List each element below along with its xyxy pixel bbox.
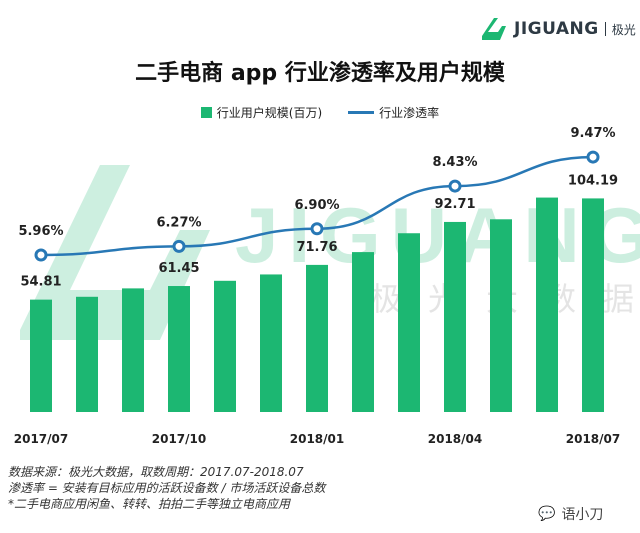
bar [582, 198, 604, 412]
wechat-author: 💬 语小刀 [538, 504, 603, 524]
author-name: 语小刀 [561, 507, 604, 523]
line-value-label: 5.96% [18, 224, 63, 239]
bar [306, 264, 328, 412]
legend-item-line: 行业渗透率 [348, 104, 439, 121]
x-tick-label: 2018/01 [290, 432, 344, 446]
line-point [172, 239, 186, 253]
line-point [586, 150, 600, 164]
line-value-label: 6.90% [294, 198, 339, 213]
bar [122, 288, 144, 412]
legend-item-bar: 行业用户规模(百万) [200, 104, 323, 121]
x-tick-label: 2017/10 [152, 432, 206, 446]
line-value-label: 9.47% [570, 126, 615, 141]
legend-label-bar: 行业用户规模(百万) [216, 106, 323, 120]
watermark-brand: JIGUANG [235, 191, 640, 279]
logo-brand: JIGUANG [514, 19, 599, 39]
note-definition: 渗透率 = 安装有目标应用的活跃设备数 / 市场活跃设备总数 [8, 481, 326, 495]
bar-value-label: 92.71 [434, 197, 475, 212]
wechat-icon: 💬 [538, 506, 556, 522]
bar-value-label: 104.19 [568, 173, 618, 188]
x-tick-label: 2018/04 [428, 432, 482, 446]
logo-divider [604, 22, 606, 36]
line-point [310, 222, 324, 236]
x-tick-label: 2017/07 [14, 432, 68, 446]
bar-value-label: 71.76 [296, 240, 337, 255]
bar [536, 197, 558, 412]
line-value-label: 6.27% [156, 215, 201, 230]
x-tick-label: 2018/07 [566, 432, 620, 446]
line-value-label: 8.43% [432, 155, 477, 170]
bar [260, 274, 282, 412]
bar [352, 252, 374, 412]
bar [30, 299, 52, 412]
bar [398, 233, 420, 412]
bar-value-label: 54.81 [20, 275, 61, 290]
logo-brand-cn: 极光 [611, 22, 636, 37]
note-source: 数据来源：极光大数据，取数周期：2017.07-2018.07 [8, 465, 304, 479]
notes: 数据来源：极光大数据，取数周期：2017.07-2018.07 渗透率 = 安装… [8, 464, 325, 512]
line-point [34, 248, 48, 262]
legend-swatch-bar [200, 107, 212, 118]
note-apps: *二手电商应用闲鱼、转转、拍拍二手等独立电商应用 [8, 497, 291, 511]
bar [168, 286, 190, 412]
chart-title: 二手电商 app 行业渗透率及用户规模 [135, 61, 505, 86]
legend: 行业用户规模(百万) 行业渗透率 [0, 104, 640, 121]
legend-swatch-line [348, 111, 375, 114]
bar [76, 296, 98, 412]
legend-label-line: 行业渗透率 [379, 106, 440, 120]
jiguang-logo: JIGUANG 极光 [478, 14, 636, 44]
watermark-logo-icon [20, 165, 210, 340]
bar [444, 221, 466, 412]
bar-value-label: 61.45 [158, 261, 199, 276]
bar [490, 219, 512, 412]
jiguang-logo-icon [482, 18, 506, 40]
line-point [448, 179, 462, 193]
bar [214, 280, 236, 412]
